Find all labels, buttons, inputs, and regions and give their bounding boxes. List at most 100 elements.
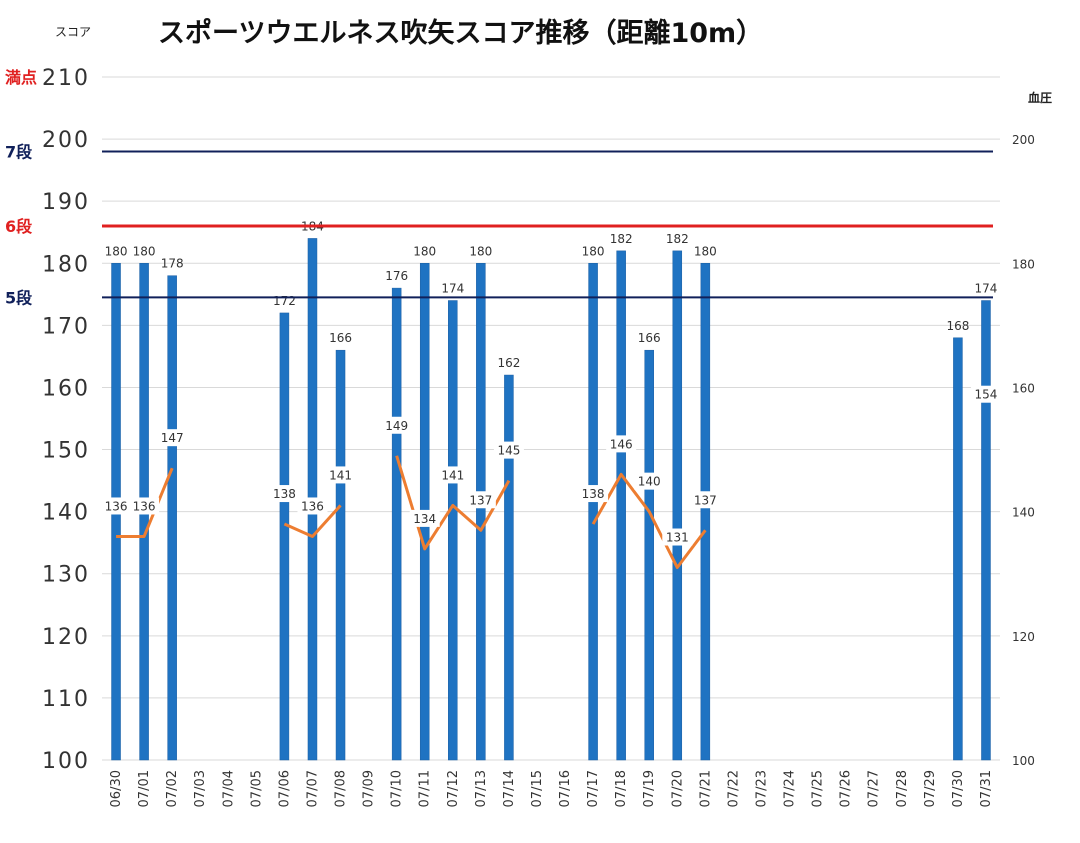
y-left-tick-label: 100 [42, 749, 90, 774]
y-left-tick-label: 200 [42, 128, 90, 153]
reference-label: 満点 [5, 68, 37, 87]
x-tick-label: 07/10 [390, 770, 405, 807]
line-label-box [690, 491, 721, 509]
line-data-label: 131 [666, 531, 689, 545]
bar-data-label: 168 [946, 319, 969, 333]
line-data-label: 136 [105, 499, 128, 513]
x-tick-label: 07/15 [530, 770, 545, 807]
x-tick-label: 07/11 [418, 770, 433, 807]
x-tick-label: 07/14 [502, 770, 517, 807]
line-data-label: 137 [469, 493, 492, 507]
x-tick-label: 07/23 [754, 770, 769, 807]
line-label-box [970, 385, 1001, 403]
line-data-label: 138 [582, 487, 605, 501]
x-tick-label: 07/17 [586, 770, 601, 807]
bar-data-label: 180 [694, 244, 717, 258]
y-left-tick-label: 180 [42, 252, 90, 277]
bar-data-label: 180 [105, 244, 128, 258]
x-tick-label: 06/30 [109, 770, 124, 807]
line-data-label: 141 [441, 468, 464, 482]
blood-pressure-line [116, 467, 174, 538]
y-left-tick-label: 110 [42, 687, 90, 712]
reference-label: 6段 [5, 217, 33, 236]
line-label-box [297, 497, 328, 515]
y-left-tick-label: 150 [42, 439, 90, 464]
x-tick-label: 07/20 [670, 770, 685, 807]
score-bar [279, 312, 290, 761]
x-tick-label: 07/22 [726, 770, 741, 807]
y-right-tick-label: 200 [1012, 133, 1035, 147]
axis-ticks: 210 200 190 180 170 160 150 140 130 120 110 100 200 1… [42, 66, 1035, 807]
bar-data-label: 172 [273, 294, 296, 308]
x-tick-label: 07/12 [446, 770, 461, 807]
score-bar [504, 374, 514, 761]
x-tick-label: 07/26 [839, 770, 854, 807]
line-data-label: 140 [638, 475, 661, 489]
blood-pressure-line [591, 472, 707, 570]
y-right-tick-label: 160 [1012, 381, 1035, 395]
score-bar [335, 349, 346, 761]
score-bar [391, 287, 402, 761]
bar-data-label: 180 [582, 244, 605, 258]
bar-data-label: 174 [441, 282, 464, 296]
x-tick-label: 07/09 [362, 770, 377, 807]
line-label-box [578, 485, 609, 503]
y-left-tick-label: 160 [42, 376, 90, 401]
y-left-tick-label: 170 [42, 314, 90, 339]
bar-data-label: 180 [469, 244, 492, 258]
bar-data-label: 174 [975, 282, 998, 296]
line-data-label: 154 [975, 388, 998, 402]
score-bar [476, 263, 486, 761]
x-tick-label: 07/03 [193, 770, 208, 807]
bar-series: 1801801781721841661761801741801621801821… [105, 219, 998, 761]
y-left-tick-label: 210 [42, 66, 90, 91]
bar-data-label: 166 [329, 331, 352, 345]
bar-data-label: 180 [413, 244, 436, 258]
line-label-box [606, 435, 637, 453]
line-data-label: 147 [161, 431, 184, 445]
reference-label: 7段 [5, 143, 33, 162]
score-bar [588, 263, 598, 761]
y-right-axis-label: 血圧 [1028, 90, 1052, 105]
x-tick-label: 07/18 [614, 770, 629, 807]
line-label-box [325, 466, 356, 484]
y-right-tick-label: 180 [1012, 257, 1035, 271]
line-data-label: 136 [133, 499, 156, 513]
line-data-label: 137 [694, 493, 717, 507]
x-tick-label: 07/01 [137, 770, 152, 807]
y-left-axis-label: スコア [55, 25, 91, 39]
bar-data-label: 180 [133, 244, 156, 258]
line-data-label: 141 [329, 468, 352, 482]
line-label-box [269, 485, 300, 503]
line-data-label: 149 [385, 419, 408, 433]
y-right-tick-label: 100 [1012, 754, 1035, 768]
line-label-box [409, 509, 440, 527]
y-right-tick-label: 120 [1012, 630, 1035, 644]
x-tick-label: 07/05 [249, 770, 264, 807]
line-data-label: 136 [301, 499, 324, 513]
y-left-tick-label: 140 [42, 501, 90, 526]
line-data-label: 145 [497, 444, 520, 458]
line-label-box [493, 441, 524, 459]
x-tick-label: 07/08 [334, 770, 349, 807]
bar-data-label: 182 [666, 232, 689, 246]
line-label-box [465, 491, 496, 509]
bar-data-label: 182 [610, 232, 633, 246]
x-tick-label: 07/30 [951, 770, 966, 807]
grid-lines [102, 76, 1000, 761]
line-label-box [101, 497, 132, 515]
x-tick-label: 07/04 [221, 770, 236, 807]
bar-data-label: 162 [497, 356, 520, 370]
score-bar [981, 300, 991, 761]
line-label-box [634, 472, 665, 490]
bar-data-label: 166 [638, 331, 661, 345]
line-data-label: 134 [413, 512, 436, 526]
reference-label: 5段 [5, 288, 33, 307]
y-right-tick-label: 140 [1012, 506, 1035, 520]
score-bar [953, 337, 963, 761]
x-tick-label: 07/13 [474, 770, 489, 807]
score-bar [167, 275, 177, 761]
line-label-box [157, 429, 188, 447]
